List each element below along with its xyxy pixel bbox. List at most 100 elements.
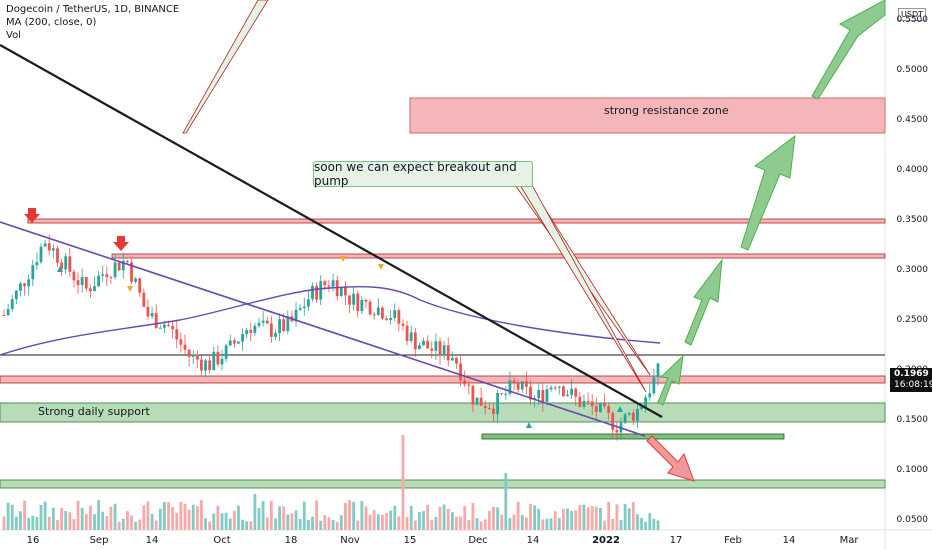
volume-bar xyxy=(200,500,203,530)
candle-body xyxy=(302,306,306,309)
volume-bar xyxy=(195,506,199,530)
y-tick-label: 0.1000 xyxy=(896,465,929,475)
candle-body xyxy=(434,341,438,351)
volume-bar xyxy=(208,521,212,530)
volume-bar xyxy=(10,504,14,530)
candle-body xyxy=(158,327,162,329)
candle-body xyxy=(627,412,631,415)
volume-bar xyxy=(302,501,306,530)
volume-bar xyxy=(582,504,586,530)
volume-bars xyxy=(2,435,660,530)
volume-bar xyxy=(323,515,327,530)
volume-bar xyxy=(183,503,187,530)
volume-bar xyxy=(80,507,84,530)
candle-body xyxy=(142,292,146,307)
x-tick-label: 16 xyxy=(26,535,40,546)
volume-bar xyxy=(438,506,442,530)
candle-body xyxy=(631,412,635,421)
volume-bar xyxy=(368,514,372,530)
volume-bar xyxy=(343,502,347,530)
vol-legend[interactable]: Vol xyxy=(6,30,21,41)
volume-bar xyxy=(475,517,479,530)
volume-bar xyxy=(656,520,660,530)
resistance-line-035 xyxy=(27,218,886,224)
candle-body xyxy=(179,339,183,345)
candle-body xyxy=(368,301,372,315)
volume-bar xyxy=(549,518,553,530)
volume-bar xyxy=(611,519,615,530)
purple-channel-line xyxy=(0,221,646,437)
volume-bar xyxy=(68,512,72,530)
candle-body xyxy=(319,281,323,300)
volume-bar xyxy=(603,520,606,530)
y-tick-label: 0.4500 xyxy=(896,115,929,125)
x-tick-label: Dec xyxy=(468,535,488,546)
volume-bar xyxy=(570,510,574,530)
volume-bar xyxy=(450,512,454,530)
y-tick-label: 0.5000 xyxy=(896,65,929,75)
symbol-legend[interactable]: Dogecoin / TetherUS, 1D, BINANCE xyxy=(6,4,180,15)
support-zone xyxy=(0,402,886,423)
candle-body xyxy=(265,320,269,324)
candle-body xyxy=(43,243,47,247)
ma-legend[interactable]: MA (200, close, 0) xyxy=(6,17,97,28)
y-tick-label: 0.5500 xyxy=(896,15,929,25)
candle-body xyxy=(60,262,63,270)
red-projection-arrow xyxy=(646,435,695,482)
volume-bar xyxy=(14,516,18,530)
volume-bar xyxy=(319,520,323,530)
candle-body xyxy=(648,393,652,398)
volume-bar xyxy=(335,521,339,530)
volume-bar xyxy=(60,507,63,530)
candle-body xyxy=(418,345,421,350)
candle-body xyxy=(323,281,327,286)
candle-body xyxy=(105,274,109,278)
candle-body xyxy=(80,277,84,286)
candle-body xyxy=(220,358,224,365)
signal-triangle xyxy=(617,406,623,412)
volume-bar xyxy=(455,516,458,530)
candle-body xyxy=(640,406,643,410)
candle-body xyxy=(496,392,499,415)
signal-triangle xyxy=(57,266,63,272)
volume-bar xyxy=(405,517,409,530)
volume-bar xyxy=(51,507,55,530)
volume-bar xyxy=(125,511,129,530)
candle-body xyxy=(278,319,281,334)
volume-bar xyxy=(644,521,648,530)
candle-body xyxy=(27,279,31,287)
currency-badge[interactable]: USDT xyxy=(898,8,926,21)
volume-bar xyxy=(27,517,31,530)
volume-bar xyxy=(640,518,643,530)
volume-bar xyxy=(631,502,635,530)
volume-bar xyxy=(237,505,240,530)
volume-bar xyxy=(381,514,384,530)
volume-bar xyxy=(364,506,368,530)
volume-bar xyxy=(269,500,273,530)
volume-bar xyxy=(413,520,417,530)
green-arrow xyxy=(657,354,684,406)
candle-body xyxy=(241,334,244,342)
projection-arrows xyxy=(657,0,886,406)
candle-body xyxy=(594,406,598,412)
candle-body xyxy=(97,275,101,287)
candle-body xyxy=(590,401,594,407)
x-tick-label: Oct xyxy=(213,535,231,546)
candle-body xyxy=(130,262,133,282)
volume-bar xyxy=(467,519,471,530)
volume-bar xyxy=(142,505,146,530)
volume-bar xyxy=(39,504,43,530)
x-tick-label: 14 xyxy=(526,535,540,546)
candle-body xyxy=(175,329,179,340)
volume-bar xyxy=(204,518,207,530)
volume-bar xyxy=(257,508,261,530)
volume-bar xyxy=(500,514,504,530)
volume-bar xyxy=(590,506,594,530)
candle-body xyxy=(113,262,117,278)
candle-body xyxy=(504,393,508,395)
volume-bar xyxy=(228,518,232,530)
volume-bar xyxy=(385,512,388,530)
candle-body xyxy=(23,283,26,287)
candle-body xyxy=(541,390,545,402)
